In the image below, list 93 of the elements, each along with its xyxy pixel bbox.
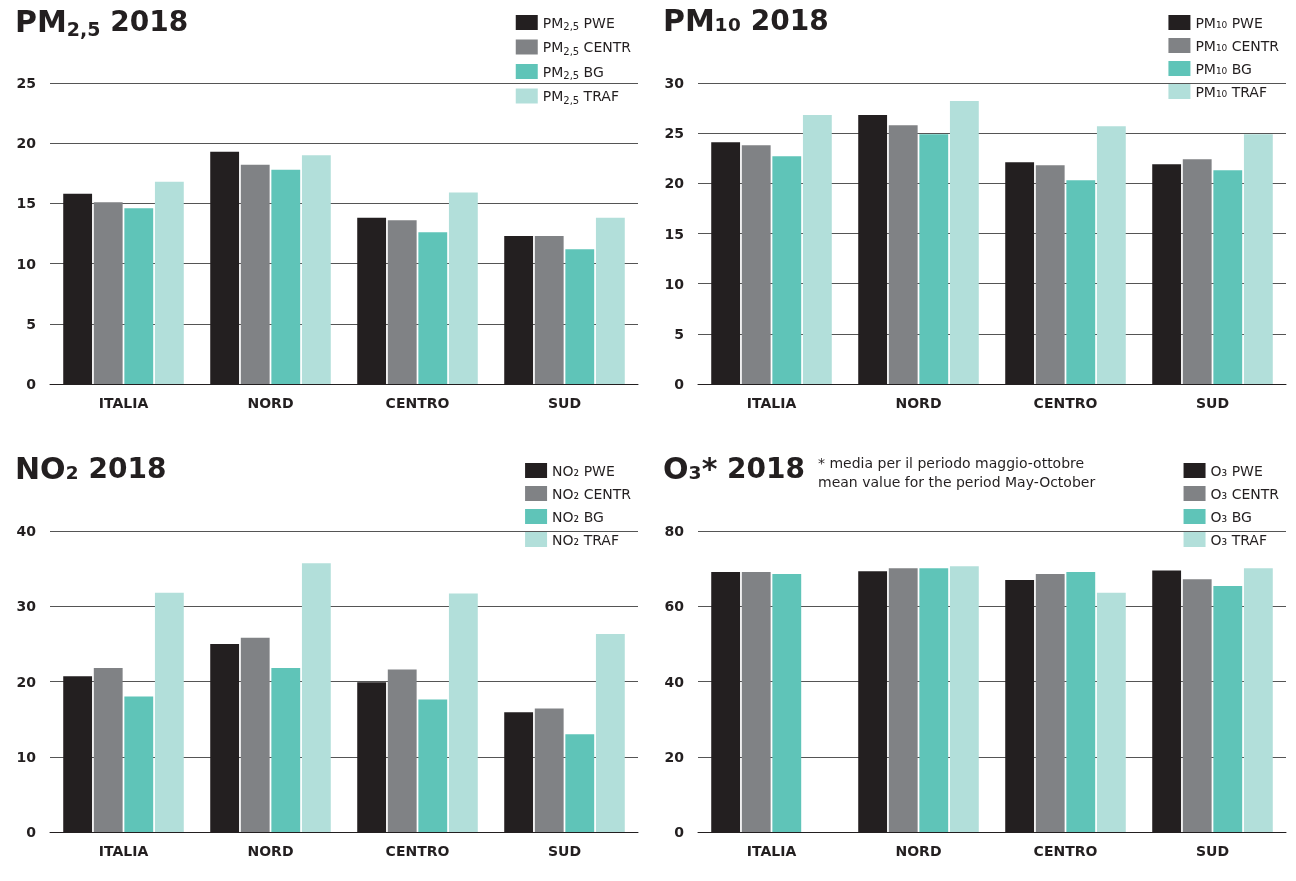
y-tick-label: 40 [664,673,685,690]
bar [595,217,625,384]
x-tick-label: ITALIA [98,843,149,859]
bar [741,145,771,384]
bar [124,208,154,384]
bar [772,156,802,384]
bar [124,696,154,832]
bar [448,593,478,832]
bar [240,637,270,832]
legend-label: O₃ PWE [1210,462,1263,479]
x-tick-label: ITALIA [746,395,797,411]
bar [387,669,417,832]
bar [301,563,331,832]
y-tick-label: 10 [16,255,37,272]
y-tick-label: 20 [664,748,685,765]
chart-title: NO₂ 2018 [15,450,167,486]
bar [1066,180,1096,384]
x-tick-label: CENTRO [1033,843,1098,859]
bar [301,155,331,384]
x-tick-label: NORD [895,395,942,411]
x-tick-label: SUD [547,843,582,859]
y-tick-label: 0 [26,824,37,840]
legend-label: NO₂ TRAF [552,531,619,548]
bar [418,699,448,832]
y-tick-label: 15 [16,195,36,212]
legend-label: O₃ BG [1210,508,1252,525]
bar [802,115,832,384]
legend-label: PM₁₀ PWE [1195,14,1263,31]
bar [154,181,184,384]
y-tick-label: 20 [16,673,37,690]
x-tick-label: CENTRO [1033,395,1098,411]
bar [240,164,270,384]
y-tick-label: 60 [664,598,685,615]
bar [154,592,184,832]
bar [595,634,625,832]
bar [1096,126,1126,384]
bar [565,249,595,384]
legend-label: NO₂ BG [552,508,604,525]
x-tick-label: ITALIA [746,843,797,859]
chart-title: O₃* 2018 [663,450,806,486]
bar [1035,165,1065,384]
y-tick-label: 30 [664,75,685,91]
bar [919,134,949,384]
text: * media per il periodo maggio-ottobre [818,455,1085,471]
x-tick-label: SUD [1195,395,1230,411]
bar [1243,134,1273,384]
chart-title: PM₁₀ 2018 [663,2,829,38]
bar [93,667,123,832]
bar [448,192,478,384]
legend-label: NO₂ PWE [552,462,615,479]
text: mean value for the period May-October [818,474,1096,490]
bar [1213,170,1243,384]
y-tick-label: 10 [664,275,685,292]
bar [949,101,979,384]
y-tick-label: 0 [26,376,37,392]
y-tick-label: 20 [16,135,37,152]
x-tick-label: CENTRO [385,843,450,859]
bar [271,169,301,384]
legend-label: PM₁₀ CENTR [1195,37,1280,54]
legend-label: NO₂ CENTR [552,485,632,502]
bar [565,734,595,832]
bar [888,125,918,384]
y-tick-label: 0 [674,376,685,392]
y-tick-label: 20 [664,175,685,192]
y-tick-label: 80 [664,523,685,539]
x-tick-label: ITALIA [98,395,149,411]
x-tick-label: SUD [547,395,582,411]
x-tick-label: NORD [247,395,294,411]
bar [93,202,123,384]
y-tick-label: 15 [664,225,684,242]
y-tick-label: 25 [664,125,684,142]
legend-label: O₃ CENTR [1210,485,1280,502]
y-tick-label: 5 [674,325,684,342]
bar [418,232,448,384]
legend-label: PM₁₀ TRAF [1195,83,1267,100]
bar [534,235,564,384]
y-tick-label: 40 [16,523,37,539]
y-tick-label: 25 [16,75,36,91]
legend-label: PM₁₀ BG [1195,60,1252,77]
x-tick-label: SUD [1195,843,1230,859]
bar [1182,159,1212,384]
bar [271,667,301,832]
y-tick-label: 30 [16,598,37,615]
y-tick-label: 0 [674,824,685,840]
y-tick-label: 10 [16,748,37,765]
chart-title: PM2,5 2018 [15,4,189,40]
x-tick-label: CENTRO [385,395,450,411]
x-tick-label: NORD [247,843,294,859]
x-tick-label: NORD [895,843,942,859]
legend-label: O₃ TRAF [1210,531,1267,548]
bar [387,220,417,384]
y-tick-label: 5 [26,315,36,332]
bar [534,708,564,832]
